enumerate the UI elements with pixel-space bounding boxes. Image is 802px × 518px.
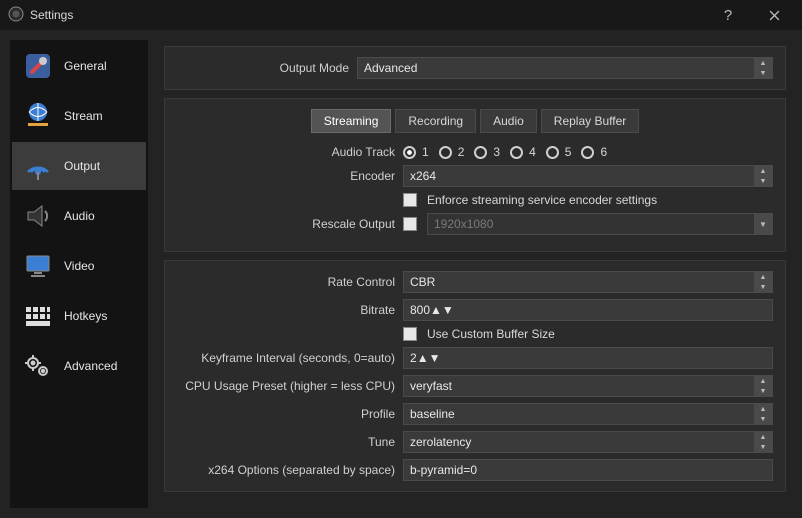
rescale-select[interactable]: 1920x1080 ▼ <box>427 213 773 235</box>
tab-streaming[interactable]: Streaming <box>311 109 392 133</box>
updown-icon: ▲▼ <box>754 404 772 424</box>
output-mode-row: Output Mode Advanced ▲▼ <box>164 46 786 90</box>
updown-icon: ▲▼ <box>754 272 772 292</box>
gears-icon <box>20 348 56 384</box>
updown-icon: ▲▼ <box>754 376 772 396</box>
custom-buffer-row: Use Custom Buffer Size <box>177 327 773 341</box>
x264-options-row: x264 Options (separated by space) b-pyra… <box>177 459 773 481</box>
updown-icon: ▲▼ <box>417 351 441 365</box>
sidebar-item-stream[interactable]: Stream <box>12 92 146 140</box>
window-title: Settings <box>30 8 73 22</box>
sidebar-item-output[interactable]: Output <box>12 142 146 190</box>
enforce-row: Enforce streaming service encoder settin… <box>177 193 773 207</box>
monitor-icon <box>20 248 56 284</box>
enforce-checkbox[interactable] <box>403 193 417 207</box>
sidebar-item-audio[interactable]: Audio <box>12 192 146 240</box>
tab-replay-buffer[interactable]: Replay Buffer <box>541 109 640 133</box>
rescale-label: Rescale Output <box>177 217 395 231</box>
cpu-preset-label: CPU Usage Preset (higher = less CPU) <box>177 379 395 393</box>
updown-icon: ▲▼ <box>754 432 772 452</box>
cpu-preset-select[interactable]: veryfast ▲▼ <box>403 375 773 397</box>
updown-icon: ▲▼ <box>754 58 772 78</box>
sidebar: General Stream Output Audio Video <box>10 40 148 508</box>
audio-track-2[interactable]: 2 <box>439 145 465 159</box>
rescale-checkbox[interactable] <box>403 217 417 231</box>
sidebar-item-label: Output <box>64 159 100 173</box>
streaming-panel: Streaming Recording Audio Replay Buffer … <box>164 98 786 252</box>
sidebar-item-video[interactable]: Video <box>12 242 146 290</box>
keyframe-label: Keyframe Interval (seconds, 0=auto) <box>177 351 395 365</box>
updown-icon: ▲▼ <box>430 303 454 317</box>
main-panel: Output Mode Advanced ▲▼ Streaming Record… <box>158 40 792 508</box>
bitrate-label: Bitrate <box>177 303 395 317</box>
bitrate-row: Bitrate 800 ▲▼ <box>177 299 773 321</box>
sidebar-item-label: Stream <box>64 109 103 123</box>
globe-icon <box>20 98 56 134</box>
tune-select[interactable]: zerolatency ▲▼ <box>403 431 773 453</box>
encoder-label: Encoder <box>177 169 395 183</box>
encoder-select[interactable]: x264 ▲▼ <box>403 165 773 187</box>
app-icon <box>8 6 24 25</box>
close-button[interactable] <box>754 0 794 30</box>
output-mode-label: Output Mode <box>177 61 349 75</box>
sidebar-item-label: Video <box>64 259 94 273</box>
help-button[interactable]: ? <box>708 0 748 30</box>
speaker-icon <box>20 198 56 234</box>
sidebar-item-general[interactable]: General <box>12 42 146 90</box>
sidebar-item-label: Hotkeys <box>64 309 107 323</box>
rate-control-select[interactable]: CBR ▲▼ <box>403 271 773 293</box>
sidebar-item-advanced[interactable]: Advanced <box>12 342 146 390</box>
profile-select[interactable]: baseline ▲▼ <box>403 403 773 425</box>
updown-icon: ▲▼ <box>754 166 772 186</box>
sidebar-item-label: General <box>64 59 107 73</box>
audio-track-1[interactable]: 1 <box>403 145 429 159</box>
encoder-row: Encoder x264 ▲▼ <box>177 165 773 187</box>
custom-buffer-label: Use Custom Buffer Size <box>427 327 555 341</box>
tab-recording[interactable]: Recording <box>395 109 476 133</box>
profile-label: Profile <box>177 407 395 421</box>
cpu-preset-row: CPU Usage Preset (higher = less CPU) ver… <box>177 375 773 397</box>
audio-track-4[interactable]: 4 <box>510 145 536 159</box>
profile-row: Profile baseline ▲▼ <box>177 403 773 425</box>
output-mode-value: Advanced <box>364 61 417 75</box>
chevron-down-icon: ▼ <box>754 214 772 234</box>
tune-label: Tune <box>177 435 395 449</box>
sidebar-item-hotkeys[interactable]: Hotkeys <box>12 292 146 340</box>
titlebar: Settings ? <box>0 0 802 30</box>
tune-row: Tune zerolatency ▲▼ <box>177 431 773 453</box>
rescale-row: Rescale Output 1920x1080 ▼ <box>177 213 773 235</box>
output-mode-select[interactable]: Advanced ▲▼ <box>357 57 773 79</box>
keyframe-row: Keyframe Interval (seconds, 0=auto) 2 ▲▼ <box>177 347 773 369</box>
audio-track-row: Audio Track 1 2 3 4 5 6 <box>177 145 773 159</box>
rate-control-label: Rate Control <box>177 275 395 289</box>
wrench-icon <box>20 48 56 84</box>
broadcast-icon <box>20 148 56 184</box>
custom-buffer-checkbox[interactable] <box>403 327 417 341</box>
bitrate-input[interactable]: 800 ▲▼ <box>403 299 773 321</box>
x264-options-input[interactable]: b-pyramid=0 <box>403 459 773 481</box>
x264-options-label: x264 Options (separated by space) <box>177 463 395 477</box>
sidebar-item-label: Advanced <box>64 359 117 373</box>
encoder-settings-panel: Rate Control CBR ▲▼ Bitrate 800 ▲▼ <box>164 260 786 492</box>
audio-track-5[interactable]: 5 <box>546 145 572 159</box>
keyboard-icon <box>20 298 56 334</box>
audio-track-6[interactable]: 6 <box>581 145 607 159</box>
tab-audio[interactable]: Audio <box>480 109 537 133</box>
audio-track-label: Audio Track <box>177 145 395 159</box>
audio-track-3[interactable]: 3 <box>474 145 500 159</box>
enforce-label: Enforce streaming service encoder settin… <box>427 193 657 207</box>
rate-control-row: Rate Control CBR ▲▼ <box>177 271 773 293</box>
keyframe-input[interactable]: 2 ▲▼ <box>403 347 773 369</box>
output-tabs: Streaming Recording Audio Replay Buffer <box>177 109 773 133</box>
sidebar-item-label: Audio <box>64 209 95 223</box>
